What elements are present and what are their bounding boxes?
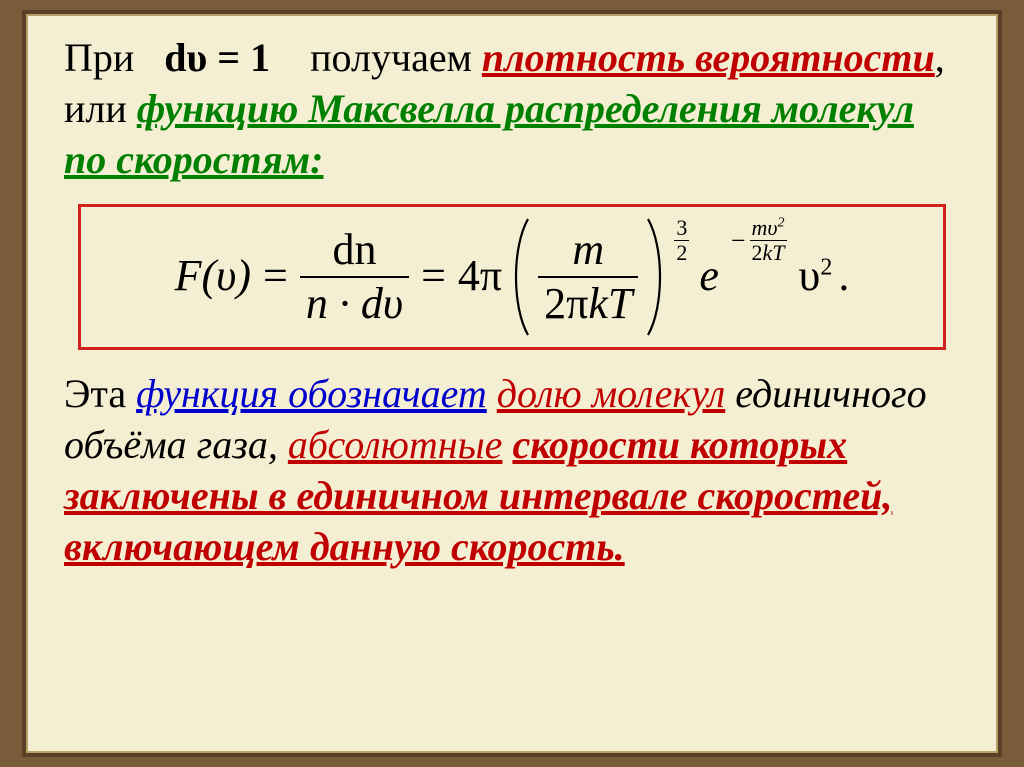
frac2-den: 2πkT <box>544 279 632 328</box>
neg-sign: − <box>725 228 750 254</box>
term-share: долю молекул <box>497 371 725 416</box>
exp1-num: 3 <box>674 217 689 240</box>
cond-formula: dυ = 1 <box>164 35 270 80</box>
exp2-den: 2kT <box>752 240 785 265</box>
frac2-num: m <box>572 225 604 274</box>
frac-m: m 2πkT <box>538 228 638 326</box>
formula-lhs: F(υ) <box>175 248 251 304</box>
exp1-den: 2 <box>674 240 689 264</box>
maxwell-formula-box: F(υ) = dn n · dυ = 4π m 2πkT <box>78 204 946 350</box>
slide-panel: При dυ = 1 получаем плотность вероятност… <box>22 10 1002 757</box>
four-pi: 4π <box>458 248 502 304</box>
formula-dot: . <box>838 248 849 304</box>
exp-3-2: 3 2 <box>674 217 689 264</box>
formula-eq2: = <box>415 248 452 304</box>
rparen-icon <box>644 217 668 337</box>
v-squared: υ2 <box>793 248 833 304</box>
frac-dn: dn n · dυ <box>300 228 409 326</box>
exp2-num: mυ2 <box>752 215 785 240</box>
lparen <box>508 217 532 337</box>
term-maxwell: функцию Максвелла распределения молекул … <box>64 86 914 182</box>
term-func: функция обозначает <box>136 371 487 416</box>
e-base: e <box>695 248 719 304</box>
paragraph-2: Эта функция обозначает долю молекул един… <box>64 368 960 573</box>
slide-content: При dυ = 1 получаем плотность вероятност… <box>26 14 998 592</box>
maxwell-formula: F(υ) = dn n · dυ = 4π m 2πkT <box>175 217 850 337</box>
p2-pre: Эта <box>64 371 126 416</box>
rparen <box>644 217 668 337</box>
lparen-icon <box>508 217 532 337</box>
frac1-den: n · dυ <box>306 279 403 328</box>
p1-mid: получаем <box>310 35 472 80</box>
term-abs: абсолютные <box>288 422 503 467</box>
exp-mv2: − mυ2 2kT <box>725 217 787 264</box>
frac1-num: dn <box>326 228 382 276</box>
term-density: плотность вероятности <box>482 35 935 80</box>
formula-eq1: = <box>257 248 294 304</box>
paragraph-1: При dυ = 1 получаем плотность вероятност… <box>64 32 960 186</box>
p1-pre: При <box>64 35 134 80</box>
